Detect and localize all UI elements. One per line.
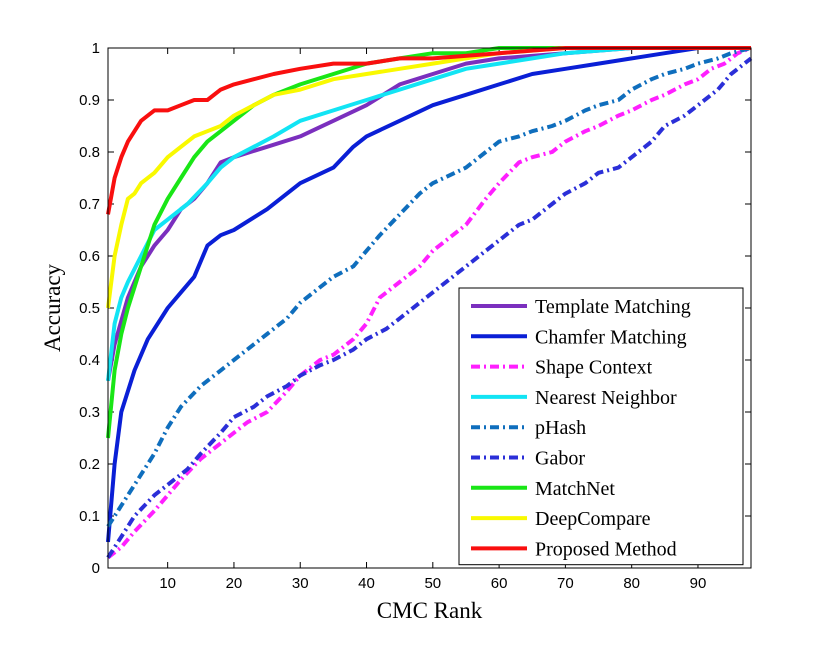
series-line-gabor [106, 56, 753, 559]
y-tick-label: 0.3 [79, 404, 100, 421]
y-tick-label: 0.6 [79, 248, 100, 265]
y-tick-label: 0.4 [79, 352, 100, 369]
series-line-shape-context [106, 46, 752, 560]
x-tick-label: 80 [623, 575, 640, 592]
legend-label: Proposed Method [535, 538, 677, 560]
y-tick-label: 0.2 [79, 456, 100, 473]
series-line-phash [106, 46, 752, 528]
y-tick-label: 0 [92, 560, 100, 577]
legend-label: pHash [535, 417, 586, 439]
legend-label: Nearest Neighbor [535, 387, 677, 409]
series-line-template-matching [106, 46, 751, 382]
series-line-chamfer-matching [106, 46, 751, 543]
plot-frame [107, 47, 752, 569]
x-tick-label: 10 [159, 575, 176, 592]
y-tick-label: 1 [92, 40, 100, 57]
series-line-proposed-method [106, 46, 751, 215]
series-line-nearest-neighbor [106, 46, 751, 382]
y-tick-label: 0.9 [79, 92, 100, 109]
series-lines [106, 46, 753, 560]
y-axis-ticks: 0 0.1 0.2 0.3 0.4 0.5 0.6 0.7 0.8 0.9 1 [79, 40, 751, 577]
legend-label: MatchNet [535, 478, 615, 500]
x-tick-label: 90 [690, 575, 707, 592]
y-tick-label: 0.8 [79, 144, 100, 161]
y-tick-label: 0.7 [79, 196, 100, 213]
x-tick-label: 70 [557, 575, 574, 592]
y-tick-label: 0.5 [79, 300, 100, 317]
x-tick-label: 30 [292, 575, 309, 592]
x-tick-label: 50 [424, 575, 441, 592]
x-axis-title: CMC Rank [377, 598, 483, 623]
y-axis-title: Accuracy [40, 263, 65, 352]
x-tick-label: 40 [358, 575, 375, 592]
legend: Template Matching Chamfer Matching Shape C… [458, 287, 744, 566]
legend-label: Chamfer Matching [535, 326, 687, 348]
legend-label: Template Matching [535, 296, 691, 318]
legend-label: Shape Context [535, 357, 653, 379]
legend-label: DeepCompare [535, 508, 651, 530]
x-tick-label: 60 [491, 575, 508, 592]
legend-label: Gabor [535, 448, 585, 470]
y-tick-label: 0.1 [79, 508, 100, 525]
x-axis-ticks: 10 20 30 40 50 60 70 80 90 [159, 48, 706, 592]
x-tick-label: 20 [226, 575, 243, 592]
